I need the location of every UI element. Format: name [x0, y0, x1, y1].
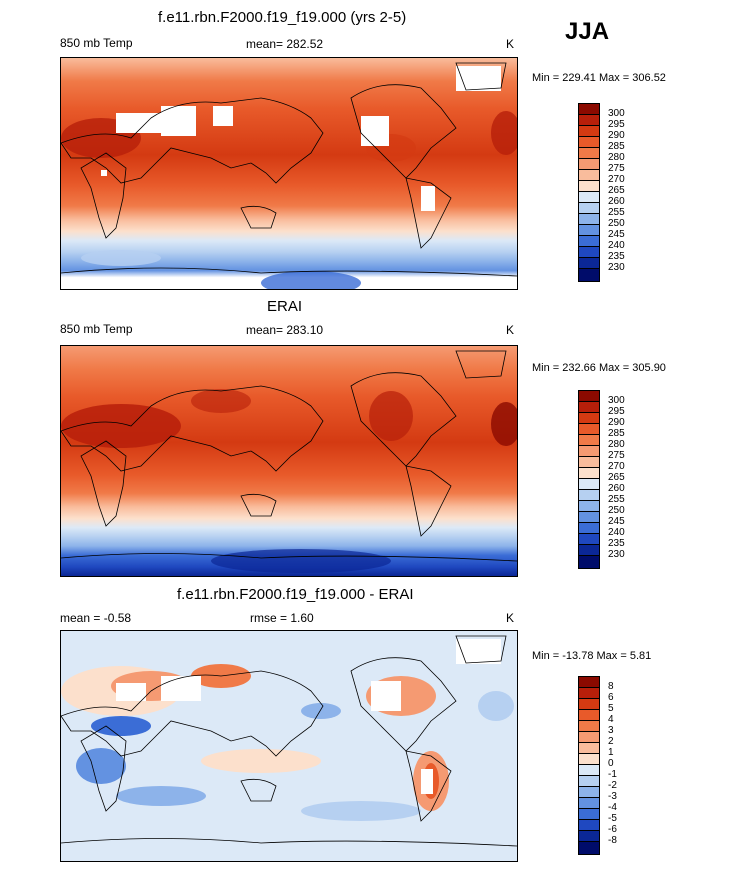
colorbar-tick-label: 245 — [608, 229, 625, 240]
colorbar-tick-label: 235 — [608, 538, 625, 549]
panel-obs-colorbar: 300 295 290 285 280 275 270 265 260 255 … — [578, 390, 625, 570]
colorbar-tick-label: 6 — [608, 692, 614, 703]
panel-model-title: f.e11.rbn.F2000.f19_f19.000 (yrs 2-5) — [158, 9, 407, 26]
panel-model-minmax-label: Min = 229.41 Max = 306.52 — [532, 72, 666, 84]
colorbar-tick-label: 275 — [608, 450, 625, 461]
colorbar-tick-label: -1 — [608, 769, 617, 780]
panel-obs-variable-label: 850 mb Temp — [60, 322, 133, 336]
colorbar-tick-label: 235 — [608, 251, 625, 262]
colorbar-swatch — [578, 268, 600, 282]
colorbar-tick-label: 260 — [608, 196, 625, 207]
panel-diff-units-label: K — [506, 611, 515, 625]
colorbar-tick-label: -3 — [608, 791, 617, 802]
colorbar-tick-label: 230 — [608, 549, 625, 560]
colorbar-tick-label: 285 — [608, 428, 625, 439]
colorbar-tick-label: 275 — [608, 163, 625, 174]
panel-diff-title: f.e11.rbn.F2000.f19_f19.000 - ERAI — [177, 586, 414, 603]
colorbar-tick-label: 5 — [608, 703, 614, 714]
panel-obs-minmax-label: Min = 232.66 Max = 305.90 — [532, 362, 666, 374]
colorbar-tick-label: 2 — [608, 736, 614, 747]
colorbar-tick-label: 300 — [608, 395, 625, 406]
panel-obs-mean-label: mean= 283.10 — [246, 323, 324, 337]
colorbar-tick-label: 4 — [608, 714, 614, 725]
colorbar-tick-label: 255 — [608, 494, 625, 505]
colorbar-tick-label: 285 — [608, 141, 625, 152]
colorbar-tick-label: 250 — [608, 218, 625, 229]
colorbar-tick-label: 280 — [608, 152, 625, 163]
colorbar-tick-label: 270 — [608, 174, 625, 185]
colorbar-tick-label: -8 — [608, 835, 617, 846]
colorbar-tick-label: -4 — [608, 802, 617, 813]
colorbar-tick-label: 290 — [608, 417, 625, 428]
colorbar-tick-label: 270 — [608, 461, 625, 472]
colorbar-tick-label: 230 — [608, 262, 625, 273]
panel-obs-title: ERAI — [267, 298, 303, 315]
panel-model-variable-label: 850 mb Temp — [60, 36, 133, 50]
panel-diff-rmse-label: rmse = 1.60 — [250, 611, 314, 625]
panel-diff-mean-label: mean = -0.58 — [60, 611, 132, 625]
colorbar-tick-label: 280 — [608, 439, 625, 450]
panel-model-map — [60, 57, 518, 290]
colorbar-tick-label: 265 — [608, 472, 625, 483]
colorbar-tick-label: -5 — [608, 813, 617, 824]
colorbar-tick-label: 8 — [608, 681, 614, 692]
colorbar-tick-label: 250 — [608, 505, 625, 516]
colorbar-swatch — [578, 555, 600, 569]
panel-obs-map — [60, 345, 518, 577]
colorbar-tick-label: 300 — [608, 108, 625, 119]
colorbar-tick-label: 255 — [608, 207, 625, 218]
colorbar-tick-label: 1 — [608, 747, 614, 758]
colorbar-tick-label: 260 — [608, 483, 625, 494]
panel-model-colorbar: 300 295 290 285 280 275 270 265 260 255 … — [578, 103, 625, 283]
season-label: JJA — [565, 18, 610, 45]
colorbar-tick-label: 295 — [608, 406, 625, 417]
colorbar-tick-label: 290 — [608, 130, 625, 141]
colorbar-tick-label: 3 — [608, 725, 614, 736]
colorbar-tick-label: 245 — [608, 516, 625, 527]
panel-obs-units-label: K — [506, 323, 515, 337]
colorbar-swatch — [578, 841, 600, 855]
panel-diff-minmax-label: Min = -13.78 Max = 5.81 — [532, 650, 652, 662]
panel-diff-colorbar: 8 6 5 4 3 2 1 0 -1 -2 -3 -4 -5 -6 -8 — [578, 676, 617, 856]
colorbar-tick-label: 240 — [608, 240, 625, 251]
colorbar-tick-label: 265 — [608, 185, 625, 196]
colorbar-tick-label: 0 — [608, 758, 614, 769]
panel-model-mean-label: mean= 282.52 — [246, 37, 324, 51]
colorbar-tick-label: 240 — [608, 527, 625, 538]
colorbar-tick-label: 295 — [608, 119, 625, 130]
panel-diff-map — [60, 630, 518, 862]
colorbar-tick-label: -6 — [608, 824, 617, 835]
colorbar-tick-label: -2 — [608, 780, 617, 791]
panel-model-units-label: K — [506, 37, 515, 51]
